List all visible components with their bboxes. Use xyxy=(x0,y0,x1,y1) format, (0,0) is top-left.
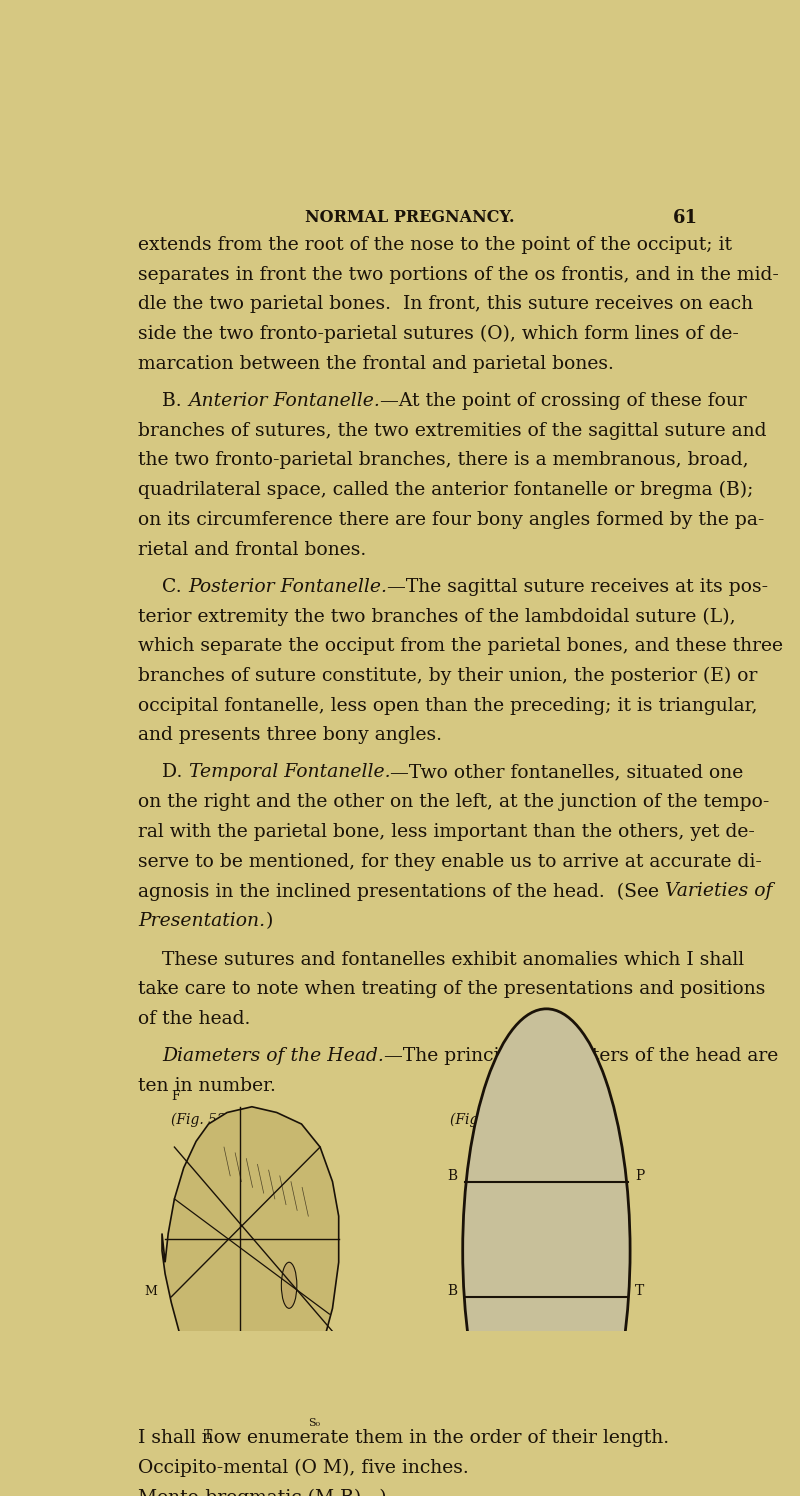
Text: These sutures and fontanelles exhibit anomalies which I shall: These sutures and fontanelles exhibit an… xyxy=(138,951,745,969)
Text: terior extremity the two branches of the lambdoidal suture (L),: terior extremity the two branches of the… xyxy=(138,607,736,625)
Text: B: B xyxy=(448,1168,458,1183)
Text: T: T xyxy=(635,1284,644,1299)
Text: serve to be mentioned, for they enable us to arrive at accurate di-: serve to be mentioned, for they enable u… xyxy=(138,853,762,871)
Text: Mento-bregmatic (M B),  ): Mento-bregmatic (M B), ) xyxy=(138,1489,387,1496)
Ellipse shape xyxy=(282,1263,297,1309)
Text: which separate the occiput from the parietal bones, and these three: which separate the occiput from the pari… xyxy=(138,637,783,655)
Text: Occipito-mental (O M), five inches.: Occipito-mental (O M), five inches. xyxy=(138,1459,469,1477)
Text: on its circumference there are four bony angles formed by the pa-: on its circumference there are four bony… xyxy=(138,510,765,530)
Text: S₀: S₀ xyxy=(308,1418,320,1427)
Text: Anterior Fontanelle.: Anterior Fontanelle. xyxy=(188,392,380,410)
Text: P: P xyxy=(635,1168,644,1183)
Text: Presentation.: Presentation. xyxy=(138,913,266,931)
Polygon shape xyxy=(162,1107,338,1400)
Text: quadrilateral space, called the anterior fontanelle or bregma (B);: quadrilateral space, called the anterior… xyxy=(138,482,754,500)
Text: of the head.: of the head. xyxy=(138,1010,251,1028)
Text: ten in number.: ten in number. xyxy=(138,1077,276,1095)
Text: Temporal Fontanelle.: Temporal Fontanelle. xyxy=(189,763,390,781)
Text: extends from the root of the nose to the point of the occiput; it: extends from the root of the nose to the… xyxy=(138,236,733,254)
Text: 61: 61 xyxy=(674,209,698,227)
Text: B.: B. xyxy=(138,392,188,410)
Text: M: M xyxy=(145,1285,158,1297)
Text: side the two fronto-parietal sutures (O), which form lines of de-: side the two fronto-parietal sutures (O)… xyxy=(138,325,739,344)
Text: rietal and frontal bones.: rietal and frontal bones. xyxy=(138,540,366,558)
Text: (Fig. 53.): (Fig. 53.) xyxy=(450,1113,515,1126)
Text: —Two other fontanelles, situated one: —Two other fontanelles, situated one xyxy=(390,763,744,781)
Text: I shall now enumerate them in the order of their length.: I shall now enumerate them in the order … xyxy=(138,1429,670,1447)
Text: ral with the parietal bone, less important than the others, yet de-: ral with the parietal bone, less importa… xyxy=(138,823,755,841)
Text: on the right and the other on the left, at the junction of the tempo-: on the right and the other on the left, … xyxy=(138,793,770,811)
Text: NORMAL PREGNANCY.: NORMAL PREGNANCY. xyxy=(306,209,514,226)
Text: separates in front the two portions of the os frontis, and in the mid-: separates in front the two portions of t… xyxy=(138,266,779,284)
Text: F: F xyxy=(171,1091,180,1103)
Text: and presents three bony angles.: and presents three bony angles. xyxy=(138,727,442,745)
Text: Varieties of: Varieties of xyxy=(666,883,773,901)
Text: branches of suture constitute, by their union, the posterior (E) or: branches of suture constitute, by their … xyxy=(138,667,758,685)
Text: Posterior Fontanelle.: Posterior Fontanelle. xyxy=(188,577,387,595)
Text: ): ) xyxy=(266,913,273,931)
Text: take care to note when treating of the presentations and positions: take care to note when treating of the p… xyxy=(138,980,766,998)
Text: marcation between the frontal and parietal bones.: marcation between the frontal and pariet… xyxy=(138,355,614,373)
Text: —At the point of crossing of these four: —At the point of crossing of these four xyxy=(380,392,746,410)
Text: dle the two parietal bones.  In front, this suture receives on each: dle the two parietal bones. In front, th… xyxy=(138,295,754,313)
Text: T: T xyxy=(204,1429,213,1442)
Text: C.: C. xyxy=(138,577,188,595)
Text: occipital fontanelle, less open than the preceding; it is triangular,: occipital fontanelle, less open than the… xyxy=(138,697,758,715)
Text: D.: D. xyxy=(138,763,189,781)
Text: agnosis in the inclined presentations of the head.  (See: agnosis in the inclined presentations of… xyxy=(138,883,666,901)
Text: (Fig. 52.): (Fig. 52.) xyxy=(171,1113,236,1126)
Text: —The sagittal suture receives at its pos-: —The sagittal suture receives at its pos… xyxy=(387,577,768,595)
Text: branches of sutures, the two extremities of the sagittal suture and: branches of sutures, the two extremities… xyxy=(138,422,767,440)
Text: Diameters of the Head.: Diameters of the Head. xyxy=(162,1047,384,1065)
Text: —The principal diameters of the head are: —The principal diameters of the head are xyxy=(384,1047,778,1065)
Text: the two fronto-parietal branches, there is a membranous, broad,: the two fronto-parietal branches, there … xyxy=(138,452,749,470)
Text: B: B xyxy=(448,1284,458,1299)
Ellipse shape xyxy=(462,1008,630,1493)
